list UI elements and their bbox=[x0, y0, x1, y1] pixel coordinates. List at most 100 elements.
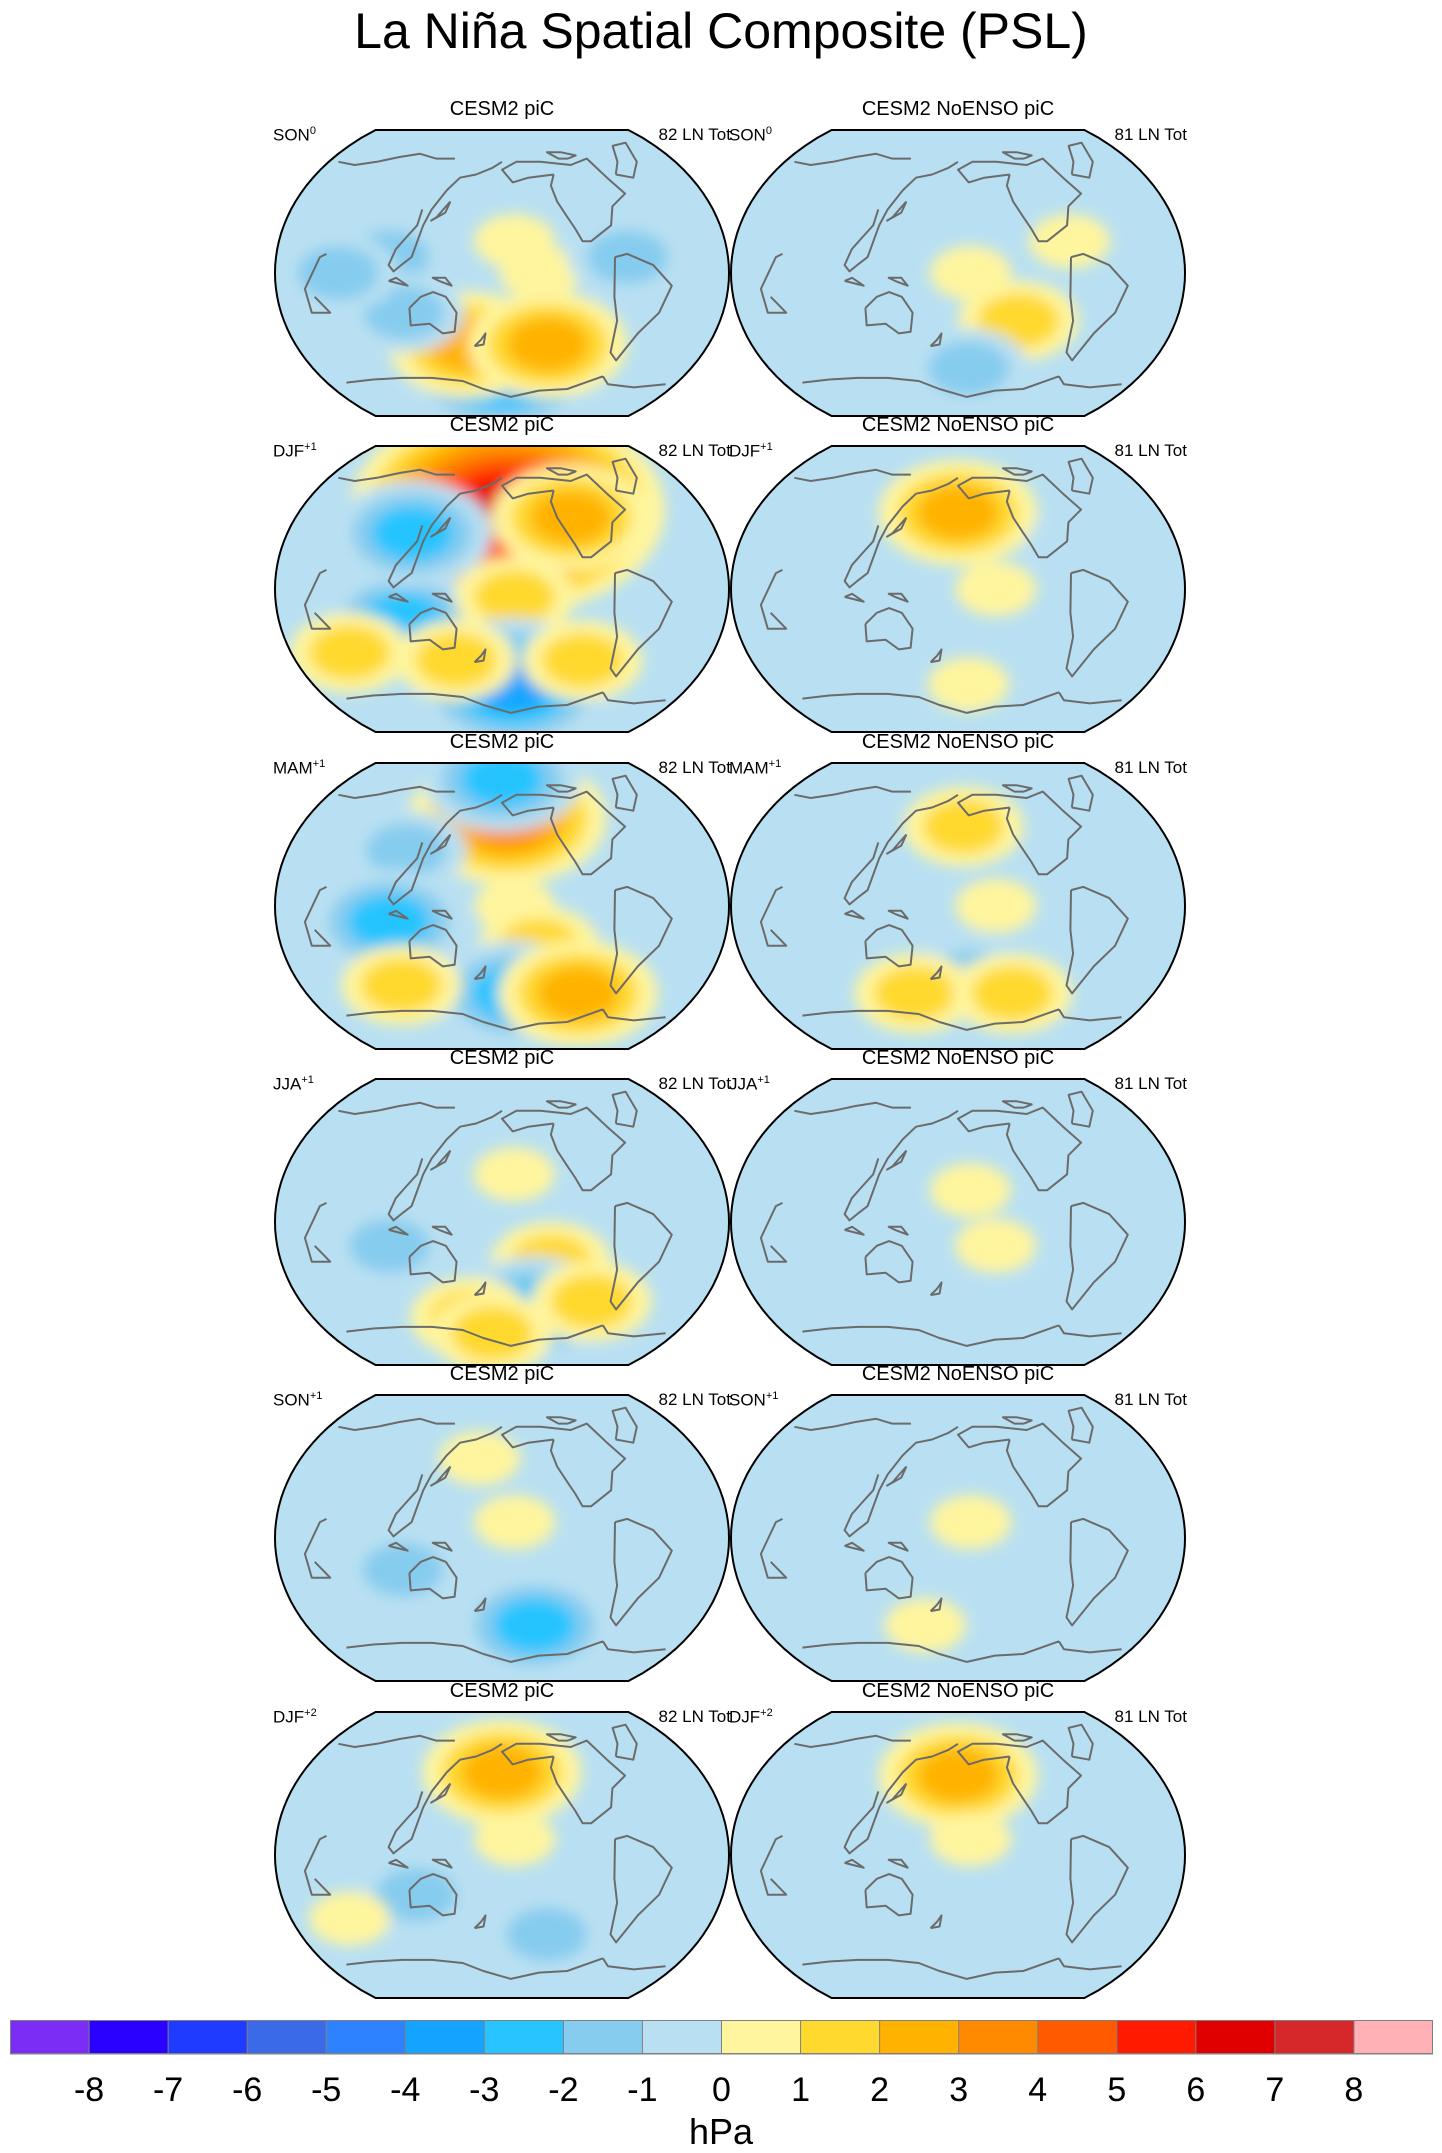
coastline bbox=[473, 648, 487, 664]
season-label: MAM+1 bbox=[273, 758, 326, 778]
season-label: SON0 bbox=[729, 125, 772, 145]
coastline bbox=[611, 457, 638, 495]
anomaly-contour bbox=[923, 799, 1005, 854]
anomaly-contour bbox=[473, 1147, 555, 1202]
coastline bbox=[346, 1957, 666, 1980]
map-border bbox=[273, 762, 731, 1050]
coastline bbox=[609, 885, 673, 995]
coastline bbox=[338, 785, 455, 799]
coastline bbox=[802, 691, 1122, 714]
event-count-label: 81 LN Tot bbox=[1114, 125, 1187, 144]
coastline bbox=[473, 1597, 487, 1613]
coastline bbox=[794, 1101, 911, 1115]
colorbar-swatch bbox=[1037, 2020, 1118, 2055]
coastline bbox=[929, 965, 943, 981]
coastline bbox=[1001, 1733, 1033, 1742]
coastline bbox=[431, 1541, 453, 1552]
coastline bbox=[611, 774, 638, 812]
anomaly-contour bbox=[372, 506, 453, 561]
anomaly-contour bbox=[1029, 214, 1110, 269]
coastline bbox=[473, 1281, 487, 1297]
coastline bbox=[864, 291, 914, 335]
map-border bbox=[729, 129, 1187, 417]
panel-title: CESM2 piC bbox=[449, 1363, 555, 1385]
coastline bbox=[802, 1957, 1122, 1980]
coastline bbox=[408, 291, 458, 335]
anomaly-contour bbox=[415, 633, 497, 688]
coastline bbox=[957, 790, 1083, 876]
coastline bbox=[1065, 1201, 1129, 1311]
panel-title: CESM2 NoENSO piC bbox=[861, 1047, 1055, 1069]
coastline bbox=[1001, 151, 1033, 160]
anomaly-contour bbox=[451, 1306, 533, 1361]
colorbar-swatch bbox=[879, 2020, 960, 2055]
panel-title: CESM2 NoENSO piC bbox=[861, 1363, 1055, 1385]
coastline bbox=[864, 607, 914, 651]
season-superscript: +1 bbox=[760, 441, 773, 453]
coastline bbox=[430, 200, 452, 222]
coastline bbox=[929, 1597, 943, 1613]
season-label: DJF+2 bbox=[729, 1707, 773, 1727]
event-count-label: 81 LN Tot bbox=[1114, 1707, 1187, 1726]
colorbar-frame bbox=[10, 2020, 1433, 2054]
coastline bbox=[1001, 1416, 1033, 1425]
event-count-label: 82 LN Tot bbox=[658, 125, 731, 144]
coastline bbox=[408, 924, 458, 968]
event-count-label: 82 LN Tot bbox=[658, 1390, 731, 1409]
map-panel: CESM2 piC JJA+1 82 LN Tot bbox=[273, 1047, 731, 1367]
coastline bbox=[338, 1101, 455, 1115]
coastline bbox=[611, 141, 638, 179]
coastline bbox=[545, 1100, 577, 1109]
robinson-map bbox=[273, 445, 731, 733]
map-border bbox=[273, 1078, 731, 1366]
anomaly-contour bbox=[530, 490, 612, 545]
panel-title: CESM2 piC bbox=[449, 731, 555, 753]
anomaly-contour bbox=[439, 1431, 521, 1486]
coastline bbox=[501, 157, 627, 243]
anomaly-contour bbox=[461, 763, 543, 806]
anomaly-contour bbox=[506, 1907, 588, 1962]
map-panel: CESM2 NoENSO piC DJF+1 81 LN Tot bbox=[729, 414, 1187, 734]
coastline bbox=[1065, 252, 1129, 362]
map-panel: CESM2 NoENSO piC SON+1 81 LN Tot bbox=[729, 1363, 1187, 1683]
coastline bbox=[759, 1518, 788, 1579]
coastline bbox=[501, 1422, 627, 1508]
anomaly-contour bbox=[473, 214, 555, 269]
coastline bbox=[388, 1541, 409, 1552]
coastline bbox=[929, 1914, 943, 1930]
colorbar bbox=[10, 2020, 1433, 2055]
anomaly-contour bbox=[360, 958, 442, 1013]
season-label: SON+1 bbox=[273, 1390, 323, 1410]
panel-title: CESM2 NoENSO piC bbox=[861, 731, 1055, 753]
coastline bbox=[1001, 467, 1033, 476]
coastline bbox=[929, 332, 943, 348]
colorbar-tick-label: 5 bbox=[1107, 2071, 1127, 2109]
colorbar-swatch bbox=[325, 2020, 407, 2055]
colorbar-tick-label: 8 bbox=[1344, 2071, 1364, 2109]
anomaly-contour bbox=[973, 1590, 1055, 1645]
colorbar-tick-label: 2 bbox=[870, 2071, 890, 2109]
coastline bbox=[864, 1240, 914, 1284]
map-panel: CESM2 NoENSO piC DJF+2 81 LN Tot bbox=[729, 1680, 1187, 2000]
coastline bbox=[886, 1465, 908, 1487]
coastline bbox=[843, 1109, 959, 1222]
anomaly-contour bbox=[348, 894, 430, 949]
colorbar-swatch bbox=[246, 2020, 328, 2055]
season-superscript: +1 bbox=[304, 441, 317, 453]
colorbar-tick-label: -8 bbox=[73, 2071, 105, 2109]
anomaly-contour bbox=[874, 966, 955, 1021]
colorbar-swatch bbox=[404, 2020, 486, 2055]
colorbar-swatch bbox=[800, 2020, 881, 2055]
colorbar-tick-label: 7 bbox=[1265, 2071, 1285, 2109]
coastline bbox=[1001, 1100, 1033, 1109]
coastline bbox=[346, 1640, 666, 1663]
coastline bbox=[545, 1416, 577, 1425]
map-panel: CESM2 NoENSO piC JJA+1 81 LN Tot bbox=[729, 1047, 1187, 1367]
colorbar-swatch bbox=[88, 2020, 170, 2055]
map-panel: CESM2 piC SON0 82 LN Tot bbox=[273, 98, 731, 418]
season-label: DJF+1 bbox=[729, 441, 773, 461]
map-border bbox=[273, 445, 731, 733]
event-count-label: 81 LN Tot bbox=[1114, 1390, 1187, 1409]
coastline bbox=[609, 252, 673, 362]
coastline bbox=[886, 200, 908, 222]
